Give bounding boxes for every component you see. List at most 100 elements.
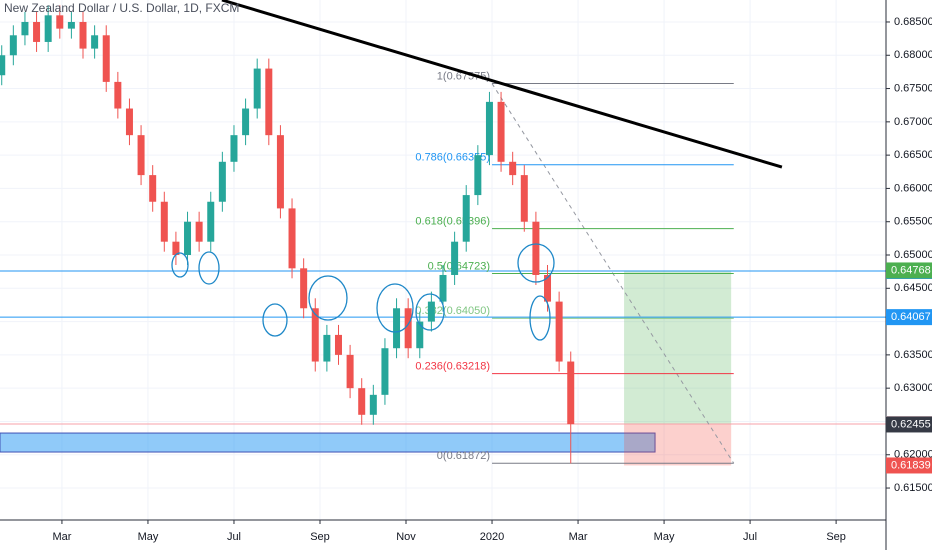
candle-body [67, 21, 75, 29]
y-tick-label: 0.65000 [894, 249, 932, 261]
candle-body [358, 388, 366, 415]
candle-body [195, 221, 203, 242]
hand-circle [262, 303, 288, 337]
candle-body [218, 161, 226, 202]
candle-body [114, 81, 122, 109]
x-tick-label: Sep [310, 531, 330, 543]
fib-label: 0.5(0.64723) [428, 260, 490, 272]
fib-label: 0.618(0.65396) [415, 216, 490, 228]
candle-body [485, 101, 493, 156]
candle-body [439, 274, 447, 302]
hand-circle [376, 283, 414, 333]
price-label-box [886, 262, 932, 279]
candle-body [532, 221, 540, 275]
drawings [171, 0, 783, 341]
x-tick-label: Nov [396, 531, 416, 543]
candle-body [137, 135, 145, 176]
x-tick-label: Mar [569, 531, 588, 543]
candle-body [276, 135, 284, 209]
price-label-box [886, 457, 932, 474]
candle-body [520, 175, 528, 222]
hand-circle [171, 252, 189, 278]
candle-body [381, 348, 389, 395]
y-tick-label: 0.68500 [894, 16, 932, 28]
candle-body [462, 195, 470, 242]
candle-body [149, 175, 157, 202]
price-label: 0.64768 [891, 264, 931, 276]
overlays: 1(0.67575) 0.786(0.66355) 0.618(0.65396) 0.… [0, 70, 886, 466]
x-tick-label: May [138, 531, 159, 543]
y-tick-label: 0.61500 [894, 482, 932, 494]
stop-area [624, 423, 732, 466]
x-tick-label: Sep [826, 531, 846, 543]
candle-body [125, 108, 133, 136]
candle-body [0, 55, 6, 76]
candle-body [404, 308, 412, 349]
target-area [624, 270, 732, 424]
candle-body [102, 35, 110, 82]
hand-circle [415, 293, 445, 331]
candle-body [300, 268, 308, 309]
y-tick-label: 0.68000 [894, 49, 932, 61]
price-label-box [886, 309, 932, 326]
candle-body [334, 334, 342, 355]
trendline [221, 0, 783, 169]
candle-body [91, 35, 99, 49]
price-label: 0.62455 [891, 418, 931, 430]
y-tick-label: 0.66500 [894, 149, 932, 161]
candle-body [44, 15, 52, 42]
candle-body [544, 274, 552, 302]
fib-label: 0.382(0.64050) [415, 305, 490, 317]
y-tick-label: 0.66000 [894, 182, 932, 194]
support-zone [0, 432, 656, 453]
candle-body [242, 108, 250, 136]
price-label: 0.64067 [891, 311, 931, 323]
candle-body [9, 35, 17, 56]
hand-circle [517, 243, 555, 283]
hand-circle [198, 251, 220, 285]
y-tick-label: 0.64500 [894, 282, 932, 294]
y-tick-label: 0.67500 [894, 82, 932, 94]
candle-body [323, 334, 331, 362]
hand-circle [308, 275, 348, 321]
y-tick-label: 0.67000 [894, 116, 932, 128]
candle-body [160, 201, 168, 242]
fib-label: 0.786(0.66355) [415, 152, 490, 164]
candle-body [567, 361, 575, 425]
candle-body [451, 241, 459, 275]
hand-circle [529, 295, 551, 341]
fib-label: 0(0.61872) [437, 450, 490, 462]
candle-body [207, 201, 215, 242]
candle-body [369, 394, 377, 415]
candle-body [172, 241, 180, 256]
candle-body [509, 161, 517, 176]
y-tick-label: 0.63000 [894, 382, 932, 394]
price-label-box [886, 416, 932, 433]
x-tick-label: Mar [52, 531, 71, 543]
candle-body [497, 101, 505, 162]
candle-body [184, 221, 192, 256]
y-tick-label: 0.65500 [894, 216, 932, 228]
x-tick-label: May [654, 531, 675, 543]
candle-body [56, 15, 64, 29]
candle-body [288, 208, 296, 269]
candle-body [555, 301, 563, 362]
candle-body [416, 321, 424, 349]
candle-body [33, 21, 41, 42]
candle-body [346, 354, 354, 389]
candle-body [230, 135, 238, 162]
y-tick-label: 0.63500 [894, 349, 932, 361]
fib-label: 1(0.67575) [437, 70, 490, 82]
candle-body [311, 308, 319, 362]
candle-body [79, 21, 87, 49]
x-tick-label: 2020 [480, 531, 504, 543]
price-label: 0.61839 [891, 459, 931, 471]
candle-body [393, 308, 401, 349]
fib-label: 0.236(0.63218) [415, 361, 490, 373]
grid [0, 0, 886, 520]
candle-body [21, 21, 29, 36]
